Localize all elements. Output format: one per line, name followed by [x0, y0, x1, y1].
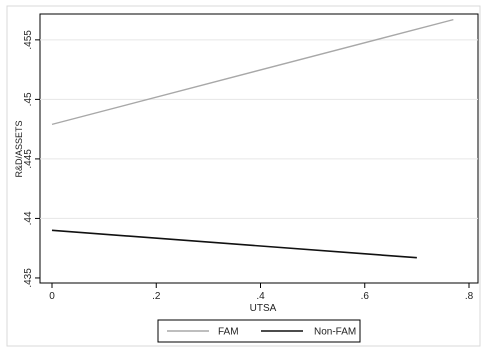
y-tick-label: .455 [23, 30, 34, 50]
y-tick-label: .44 [23, 211, 34, 225]
x-tick-label: .2 [152, 291, 161, 302]
plot-area [39, 13, 479, 284]
plot-frame [39, 13, 479, 284]
legend-label-non-fam: Non-FAM [314, 327, 356, 338]
x-tick-label: .6 [361, 291, 370, 302]
y-axis-label: R&D/ASSETS [14, 120, 24, 177]
chart-outer-frame [6, 5, 481, 347]
legend-box [157, 319, 361, 343]
legend: FAM Non-FAM [157, 319, 361, 343]
y-tick-label: .45 [23, 92, 34, 106]
axes: .435 .44 .445 .45 .455 0 .2 .4 .6 .8 [23, 30, 474, 302]
series-line-non-fam [51, 229, 417, 259]
x-tick-label: .8 [465, 291, 474, 302]
legend-label-fam: FAM [218, 327, 239, 338]
x-tick-label: 0 [49, 291, 55, 302]
x-axis-label: UTSA [250, 303, 277, 314]
x-tick-label: .4 [256, 291, 265, 302]
y-tick-label: .435 [23, 268, 34, 288]
series-line-fam [51, 18, 454, 126]
y-tick-label: .445 [23, 149, 34, 169]
